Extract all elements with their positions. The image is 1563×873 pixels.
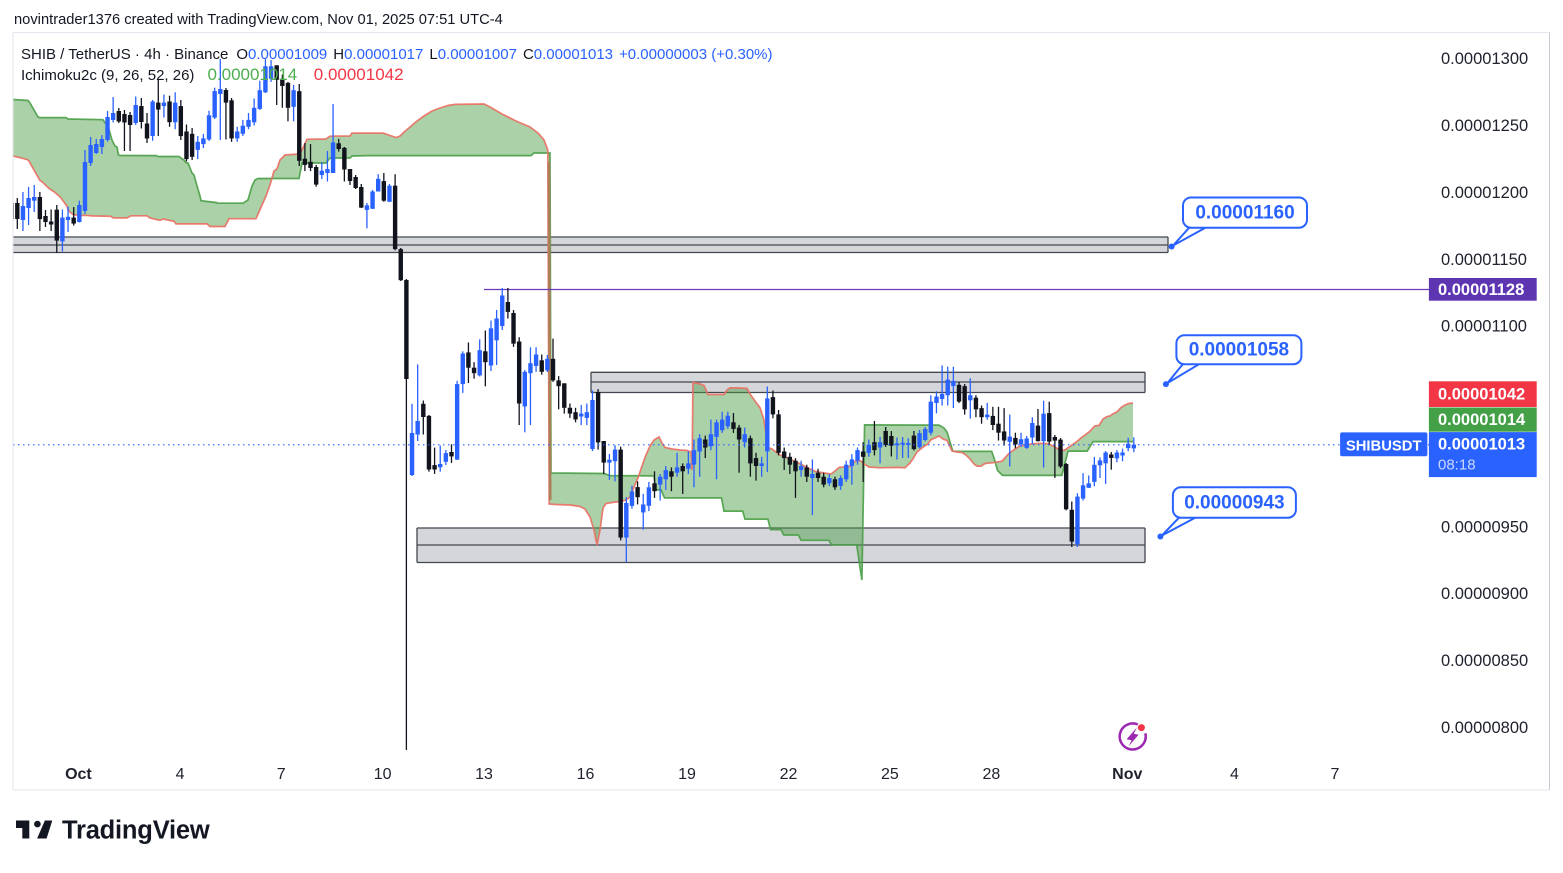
svg-text:4: 4 [176, 766, 185, 783]
svg-text:0.00001013: 0.00001013 [1438, 436, 1525, 454]
svg-text:0.00001150: 0.00001150 [1441, 251, 1527, 269]
svg-text:16: 16 [577, 766, 595, 783]
svg-text:0.00001100: 0.00001100 [1441, 318, 1527, 336]
svg-text:0.00001042: 0.00001042 [1438, 386, 1525, 404]
svg-text:0.00001250: 0.00001250 [1441, 117, 1528, 135]
svg-text:Oct: Oct [65, 766, 92, 783]
svg-text:25: 25 [881, 766, 899, 783]
svg-text:19: 19 [678, 766, 696, 783]
svg-text:0.00001300: 0.00001300 [1441, 50, 1528, 68]
svg-text:0.00000800: 0.00000800 [1441, 719, 1528, 737]
svg-text:Ichimoku2c (9, 26, 52, 26)0.00: Ichimoku2c (9, 26, 52, 26) 0.00001014 0.00… [21, 65, 404, 84]
svg-text:Nov: Nov [1112, 766, 1142, 783]
svg-text:0.00000950: 0.00000950 [1441, 518, 1528, 536]
svg-text:0.00001014: 0.00001014 [1438, 411, 1526, 429]
svg-text:0.00000943: 0.00000943 [1184, 493, 1284, 514]
svg-text:0.00001200: 0.00001200 [1441, 184, 1528, 202]
svg-text:0.00001058: 0.00001058 [1189, 340, 1289, 361]
svg-text:28: 28 [983, 766, 1001, 783]
svg-text:0.00001160: 0.00001160 [1195, 203, 1294, 224]
svg-text:22: 22 [780, 766, 798, 783]
svg-text:13: 13 [475, 766, 493, 783]
svg-text:0.00000850: 0.00000850 [1441, 652, 1528, 670]
svg-text:SHIBUSDT: SHIBUSDT [1346, 439, 1422, 455]
svg-text:SHIB / TetherUS · 4h · Binance: SHIB / TetherUS · 4h · Binance O0.0000100… [21, 46, 773, 63]
svg-text:08:18: 08:18 [1438, 457, 1476, 474]
svg-text:0.00000900: 0.00000900 [1441, 585, 1528, 603]
svg-text:0.00001128: 0.00001128 [1438, 281, 1524, 299]
svg-text:4: 4 [1230, 766, 1239, 783]
svg-text:7: 7 [1331, 766, 1340, 783]
svg-text:TradingView: TradingView [62, 817, 210, 845]
svg-text:10: 10 [374, 766, 392, 783]
svg-text:novintrader1376 created with T: novintrader1376 created with TradingView… [14, 12, 503, 28]
svg-text:7: 7 [277, 766, 286, 783]
